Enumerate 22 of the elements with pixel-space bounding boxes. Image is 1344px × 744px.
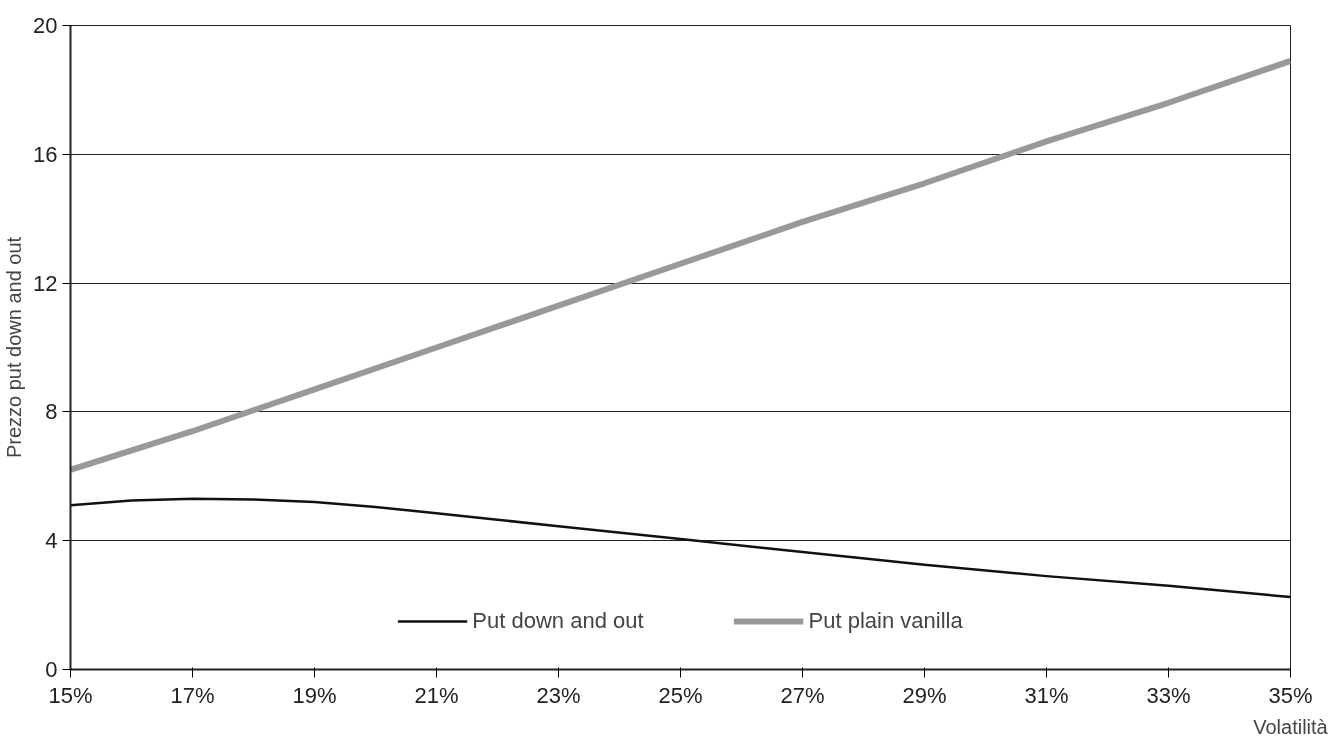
x-tick-label: 25% (658, 682, 703, 708)
x-tick-label: 29% (902, 682, 947, 708)
legend-label: Put plain vanilla (808, 608, 963, 634)
x-tick-label: 31% (1024, 682, 1069, 708)
x-tick-label: 15% (48, 682, 93, 708)
x-tick-label: 35% (1268, 682, 1313, 708)
x-axis-title: Volatilità (1253, 715, 1329, 738)
y-tick-label: 8 (45, 399, 58, 425)
x-tick-label: 21% (414, 682, 459, 708)
legend-label: Put down and out (472, 608, 644, 634)
x-tick-label: 27% (780, 682, 825, 708)
y-tick-label: 0 (45, 657, 58, 682)
x-tick-label: 19% (292, 682, 337, 708)
y-tick-label: 16 (33, 141, 58, 167)
y-tick-label: 20 (33, 13, 58, 38)
x-tick-label: 33% (1146, 682, 1191, 708)
x-tick-label: 17% (170, 682, 215, 708)
y-tick-label: 4 (45, 528, 58, 554)
y-axis-title: Prezzo put down and out (3, 236, 26, 459)
line-series (70, 497, 1291, 599)
y-tick-label: 12 (33, 270, 58, 296)
x-tick-label: 23% (536, 682, 581, 708)
